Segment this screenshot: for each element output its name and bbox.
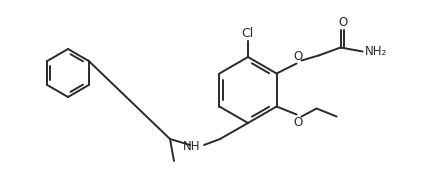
Text: Cl: Cl	[241, 27, 253, 40]
Text: NH: NH	[183, 140, 200, 153]
Text: NH₂: NH₂	[365, 45, 387, 58]
Text: O: O	[293, 49, 302, 62]
Text: O: O	[293, 116, 302, 129]
Text: O: O	[338, 16, 347, 29]
